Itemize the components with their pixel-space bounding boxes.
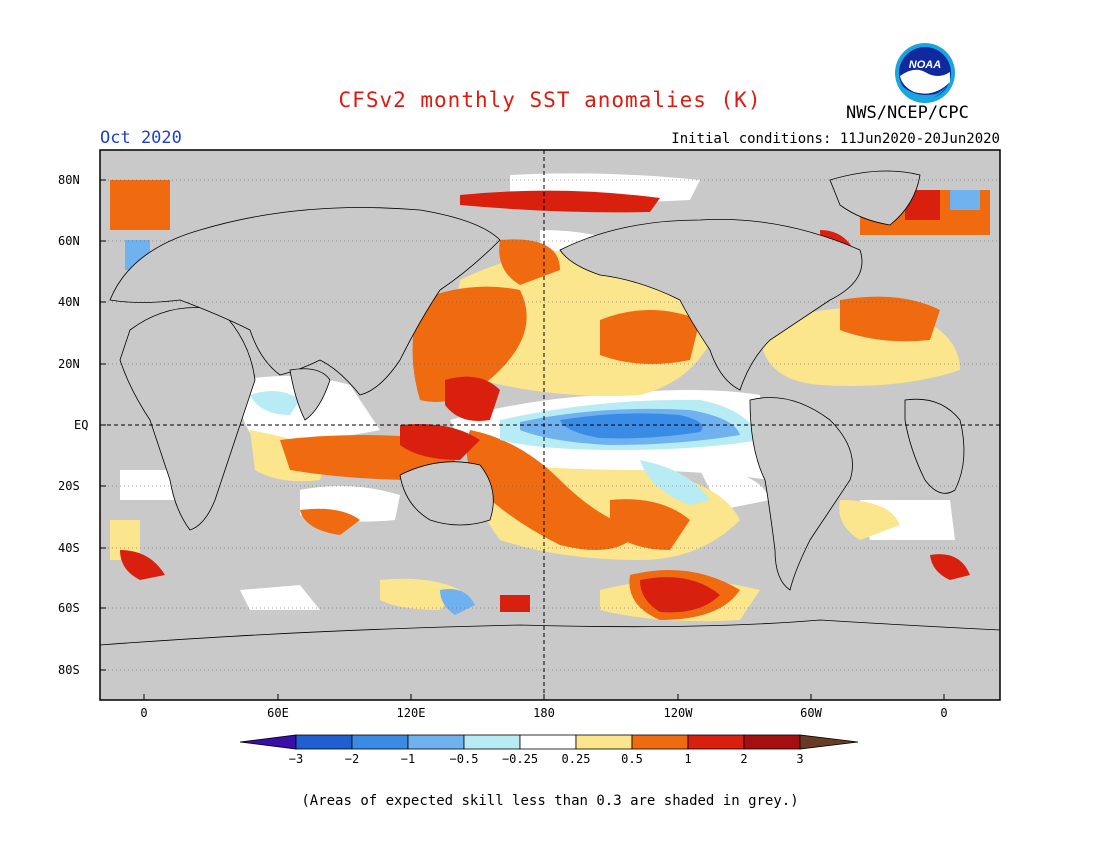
y-tick-label: 20N — [58, 357, 80, 371]
colorbar-min-arrow — [239, 734, 297, 750]
noaa-logo-text: NOAA — [909, 59, 941, 71]
strong-negative-anomaly-areas — [560, 413, 703, 439]
x-tick-label: 60W — [800, 706, 822, 720]
x-tick-label: 0 — [940, 706, 948, 720]
initial-conditions-label: Initial conditions: 11Jun2020-20Jun2020 — [671, 131, 1000, 147]
y-tick-label: 20S — [58, 479, 80, 493]
x-tick-label: 0 — [140, 706, 148, 720]
y-tick-label: 40S — [58, 541, 80, 555]
colorbar-swatch — [575, 734, 633, 750]
colorbar-label: 0.5 — [621, 752, 643, 766]
colorbar-swatch — [743, 734, 801, 750]
y-tick-label: EQ — [74, 418, 89, 432]
colorbar-swatch — [631, 734, 689, 750]
colorbar-label: 1 — [684, 752, 692, 766]
y-tick-label: 80N — [58, 173, 80, 187]
continent-outlines — [100, 170, 1000, 700]
y-tick-label: 60S — [58, 601, 80, 615]
x-tick-label: 180 — [533, 706, 555, 720]
x-tick-label: 60E — [267, 706, 289, 720]
axis-ticks — [100, 179, 945, 700]
colorbar-swatch — [295, 734, 353, 750]
colorbar-swatch — [519, 734, 577, 750]
colorbar — [239, 734, 859, 750]
colorbar-label: 2 — [740, 752, 748, 766]
colorbar-label: −0.5 — [449, 752, 479, 766]
colorbar-label: 0.25 — [561, 752, 591, 766]
colorbar-label: −3 — [288, 752, 304, 766]
colorbar-swatch — [351, 734, 409, 750]
colorbar-label: 3 — [796, 752, 804, 766]
colorbar-swatch — [463, 734, 521, 750]
noaa-logo: NOAA — [895, 43, 955, 103]
colorbar-max-arrow — [799, 734, 859, 750]
skill-footnote: (Areas of expected skill less than 0.3 a… — [301, 793, 799, 809]
forecast-month: Oct 2020 — [100, 128, 182, 148]
colorbar-label: −2 — [344, 752, 360, 766]
y-tick-label: 80S — [58, 663, 80, 677]
agency-label: NWS/NCEP/CPC — [846, 103, 969, 123]
y-tick-label: 60N — [58, 234, 80, 248]
colorbar-label: −0.25 — [501, 752, 539, 766]
y-tick-label: 40N — [58, 295, 80, 309]
colorbar-swatch — [407, 734, 465, 750]
colorbar-swatch — [687, 734, 745, 750]
x-tick-label: 120E — [396, 706, 426, 720]
map-title: CFSv2 monthly SST anomalies (K) — [338, 88, 762, 112]
colorbar-label: −1 — [400, 752, 416, 766]
x-tick-label: 120W — [663, 706, 693, 720]
